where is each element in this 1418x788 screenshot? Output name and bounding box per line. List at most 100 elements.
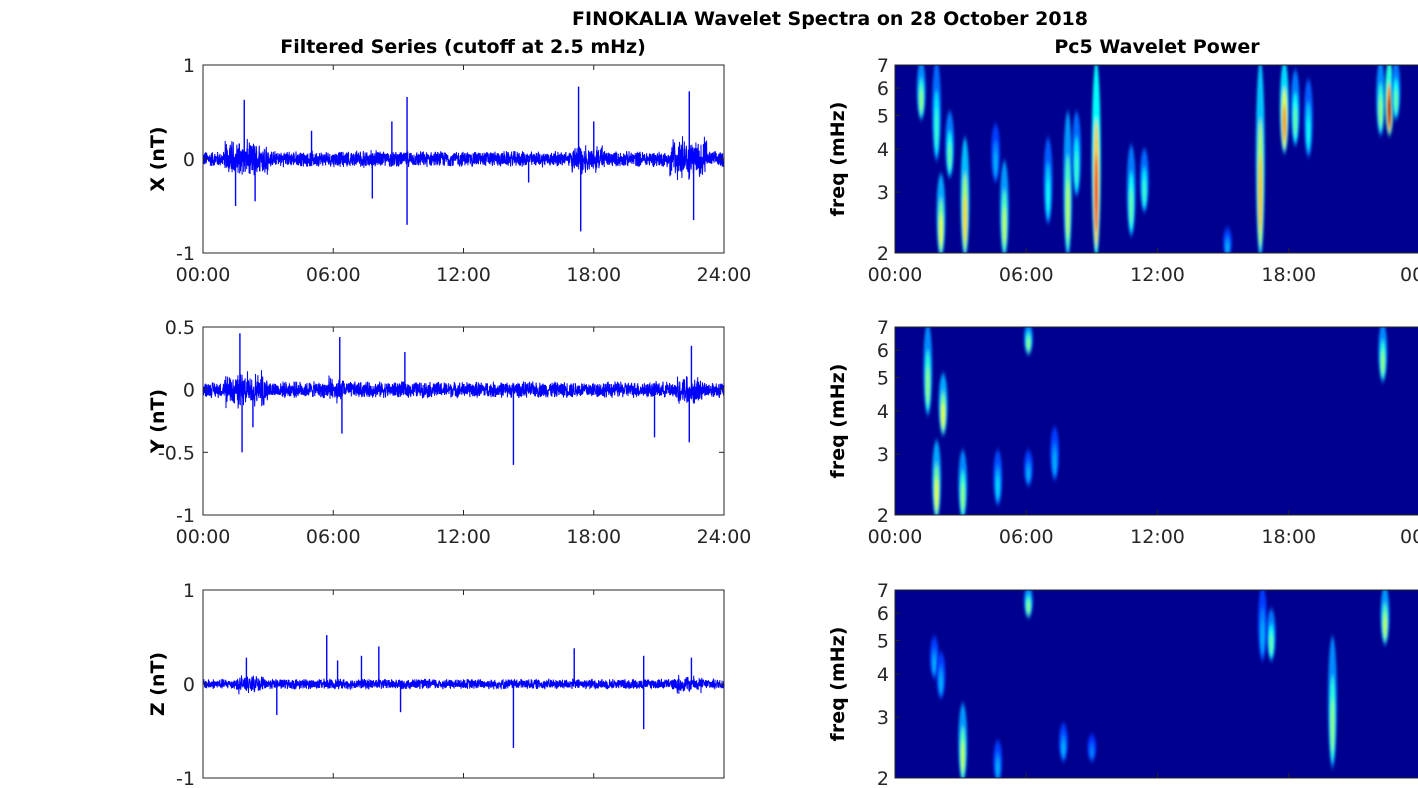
- y-axis-label: Y (nT): [147, 389, 169, 454]
- y-tick-label: 7: [877, 55, 889, 77]
- timeseries-panel-1: -1 -0.5 0 0.5 00:00 06:00 12:00 18:00 24:00 Y (nT…: [147, 317, 751, 548]
- x-tick-label: 12:00: [1130, 526, 1185, 548]
- blob-core: [932, 656, 936, 673]
- blob-core: [1026, 600, 1030, 614]
- right-column-title: Pc5 Wavelet Power: [1054, 36, 1260, 58]
- blob-core: [963, 194, 967, 243]
- x-tick-label: 12:00: [436, 264, 491, 286]
- y-tick-label: 0: [183, 674, 195, 696]
- blob-core: [961, 482, 965, 511]
- blob-core: [1258, 154, 1262, 233]
- power-blob: [1139, 148, 1149, 212]
- power-blob: [936, 173, 946, 253]
- y-tick-label: 5: [877, 367, 889, 389]
- y-axis-label: freq (mHz): [827, 627, 849, 742]
- blob-core: [1090, 747, 1094, 758]
- power-blob: [1091, 65, 1101, 253]
- blob-core: [939, 213, 943, 247]
- blob-core: [1379, 96, 1383, 127]
- y-tick-label: 3: [877, 182, 889, 204]
- x-tick-label: 18:00: [566, 264, 621, 286]
- blob-core: [926, 366, 930, 404]
- x-tick-label: 06:00: [999, 526, 1054, 548]
- blob-core: [1381, 350, 1385, 375]
- y-tick-label: 6: [877, 78, 889, 100]
- power-blobs: [923, 327, 1388, 515]
- x-tick-label: 12:00: [436, 526, 491, 548]
- y-tick-label: 7: [877, 580, 889, 602]
- power-blob: [1391, 65, 1401, 120]
- blob-core: [1002, 206, 1006, 245]
- y-tick-label: 3: [877, 707, 889, 729]
- blob-core: [1094, 154, 1098, 233]
- timeseries-panel-0: -1 0 1 00:00 06:00 12:00 18:00 24:00 X (nT): [147, 55, 751, 286]
- power-blobs: [929, 590, 1390, 778]
- series-line: [203, 674, 724, 695]
- y-tick-label: 0: [183, 149, 195, 171]
- x-tick-label: 00: [1400, 526, 1418, 548]
- power-blob: [1023, 327, 1033, 355]
- x-tick-label: 06:00: [306, 264, 361, 286]
- power-blob: [1258, 590, 1267, 661]
- y-axis-label: freq (mHz): [827, 364, 849, 479]
- power-blob: [1290, 69, 1300, 146]
- blob-core: [1026, 337, 1030, 351]
- x-tick-label: 00: [1400, 264, 1418, 286]
- power-blob: [916, 65, 926, 120]
- x-tick-label: 18:00: [1261, 264, 1316, 286]
- blob-core: [1394, 88, 1398, 113]
- power-blob: [1072, 111, 1082, 197]
- power-blob: [991, 124, 1001, 182]
- blob-core: [1306, 116, 1310, 148]
- y-tick-label: 1: [183, 580, 195, 602]
- blob-core: [935, 477, 939, 510]
- power-blob: [1378, 327, 1388, 382]
- power-blob: [1255, 65, 1265, 253]
- power-blob: [1279, 65, 1289, 153]
- y-tick-label: 4: [877, 401, 889, 423]
- x-tick-label: 06:00: [306, 526, 361, 548]
- power-blob: [993, 740, 1003, 778]
- power-blob: [1023, 590, 1033, 618]
- y-tick-label: 4: [877, 664, 889, 686]
- power-blob: [999, 160, 1009, 253]
- left-column-title: Filtered Series (cutoff at 2.5 mHz): [280, 36, 646, 58]
- power-blob: [932, 440, 942, 515]
- blob-core: [996, 760, 1000, 777]
- power-blob: [1380, 590, 1390, 645]
- blob-core: [1261, 621, 1264, 652]
- power-blob: [960, 137, 970, 253]
- x-tick-label: 00:00: [868, 264, 923, 286]
- y-tick-label: -1: [176, 505, 195, 527]
- blob-core: [941, 402, 945, 428]
- timeseries-panel-2: -1 0 1 Z (nT): [147, 580, 725, 788]
- power-blob: [1223, 228, 1232, 253]
- power-background: [895, 590, 1418, 778]
- series-line: [203, 370, 724, 409]
- power-blob: [945, 111, 955, 178]
- power-blob: [1050, 427, 1060, 480]
- blob-core: [1142, 178, 1146, 205]
- power-blob: [1043, 137, 1053, 224]
- blob-core: [1075, 151, 1079, 186]
- power-blob: [1303, 79, 1313, 157]
- y-tick-label: -0.5: [158, 442, 195, 464]
- power-blob: [1058, 723, 1068, 762]
- x-tick-label: 06:00: [999, 264, 1054, 286]
- y-tick-label: 2: [877, 768, 889, 788]
- power-blob: [929, 636, 939, 678]
- y-tick-label: 6: [877, 603, 889, 625]
- power-background: [895, 327, 1418, 515]
- power-blob: [1063, 111, 1073, 253]
- blob-core: [948, 142, 952, 170]
- y-tick-label: -1: [176, 243, 195, 265]
- blob-core: [996, 476, 1000, 498]
- wavelet-panel-1: 2 3 4 5 67 00:00 06:00 12:00 18:00 00 freq (mHz): [827, 317, 1418, 548]
- x-tick-label: 00:00: [868, 526, 923, 548]
- blob-core: [1053, 452, 1057, 474]
- x-tick-label: 24:00: [697, 526, 752, 548]
- blob-core: [1293, 105, 1297, 137]
- power-background: [895, 65, 1418, 253]
- figure-title: FINOKALIA Wavelet Spectra on 28 October …: [572, 8, 1088, 30]
